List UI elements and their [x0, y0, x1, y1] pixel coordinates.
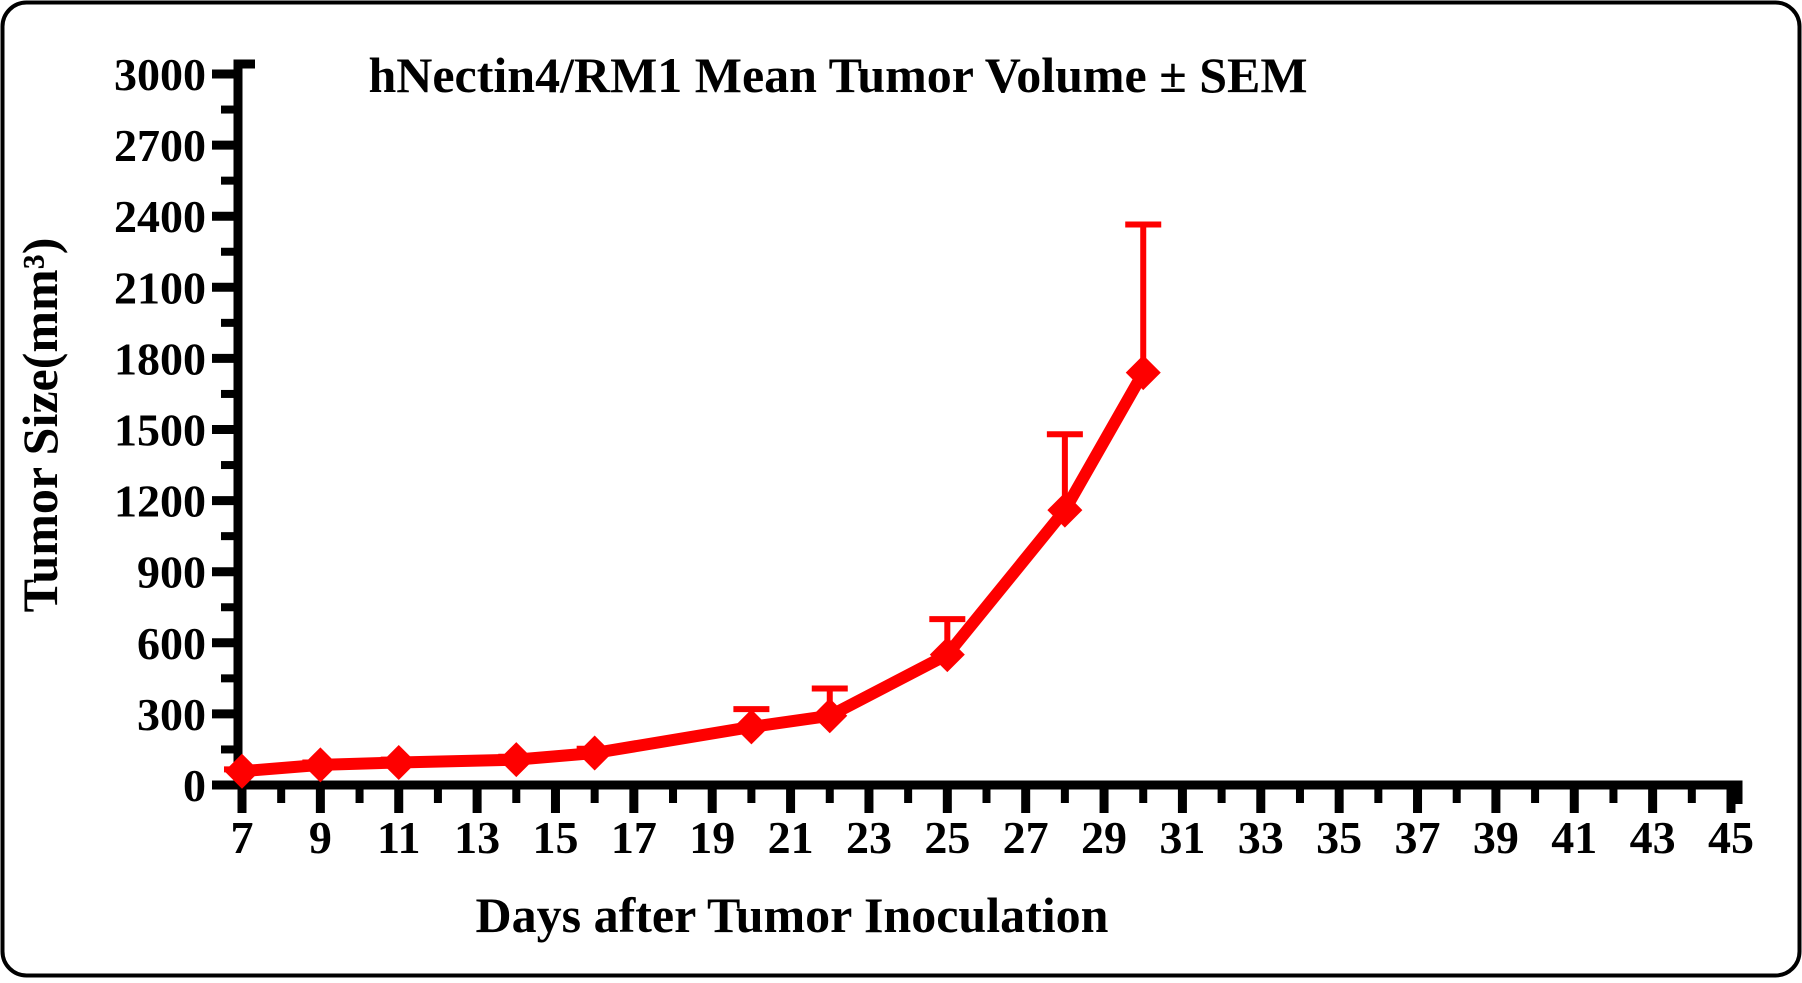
data-point-marker: [302, 747, 338, 783]
x-tick-label: 15: [532, 812, 578, 863]
data-point-marker: [1125, 355, 1161, 391]
data-point-marker: [929, 637, 965, 673]
data-point-marker: [733, 709, 769, 745]
x-axis-title: Days after Tumor Inoculation: [476, 887, 1109, 943]
data-point-marker: [1047, 492, 1083, 528]
x-tick-label: 11: [377, 812, 420, 863]
data-series: [224, 221, 1162, 789]
x-tick-label: 19: [689, 812, 735, 863]
x-tick-label: 17: [611, 812, 657, 863]
data-point-marker: [381, 744, 417, 780]
y-tick-label: 1800: [114, 333, 206, 384]
data-point-marker: [224, 753, 260, 789]
x-tick-label: 45: [1708, 812, 1754, 863]
y-tick-label: 2400: [114, 191, 206, 242]
error-bar: [1125, 221, 1162, 373]
x-tick-label: 25: [924, 812, 970, 863]
y-tick-label: 900: [137, 547, 206, 598]
y-tick-label: 0: [183, 760, 206, 811]
x-tick-label: 27: [1003, 812, 1049, 863]
x-tick-label: 43: [1630, 812, 1676, 863]
x-tick-label: 29: [1081, 812, 1127, 863]
y-tick-label: 2100: [114, 262, 206, 313]
x-tick-label: 39: [1473, 812, 1519, 863]
x-tick-label: 13: [454, 812, 500, 863]
x-tick-label: 35: [1316, 812, 1362, 863]
series-line: [236, 366, 1150, 778]
y-axis-title: Tumor Size(mm³): [12, 238, 68, 613]
x-tick-label: 21: [768, 812, 814, 863]
data-point-marker: [812, 698, 848, 734]
x-tick-label: 37: [1395, 812, 1441, 863]
x-tick-label: 31: [1159, 812, 1205, 863]
chart-title: hNectin4/RM1 Mean Tumor Volume ± SEM: [368, 47, 1307, 103]
x-tick-label: 9: [309, 812, 332, 863]
y-tick-label: 3000: [114, 49, 206, 100]
y-tick-label: 300: [137, 689, 206, 740]
data-point-marker: [498, 742, 534, 778]
y-axis: 0 300 600 900 1200 1500 1800 2100 2400 2700 3000: [114, 49, 255, 811]
x-tick-label: 7: [231, 812, 254, 863]
x-tick-label: 23: [846, 812, 892, 863]
y-axis-line: [233, 59, 255, 790]
x-axis: 7 9 11 13 15 17 19 21 23 25 27 29 31 33 35 37 39 41 43 45: [231, 780, 1754, 863]
x-tick-label: 33: [1238, 812, 1284, 863]
data-point-marker: [577, 735, 613, 771]
x-tick-label: 41: [1551, 812, 1597, 863]
y-tick-label: 1500: [114, 405, 206, 456]
x-axis-line: [233, 780, 1743, 804]
y-tick-label: 2700: [114, 120, 206, 171]
y-tick-label: 1200: [114, 476, 206, 527]
y-tick-label: 600: [137, 618, 206, 669]
